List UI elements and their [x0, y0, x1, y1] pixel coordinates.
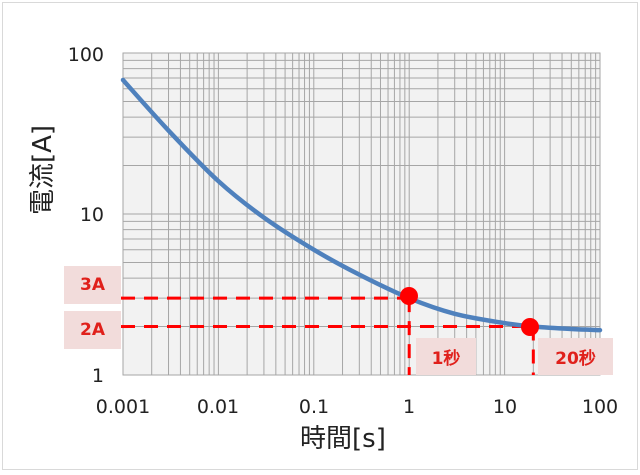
y-axis-title: 電流[A]	[28, 124, 58, 215]
annotation-2a: 2A	[64, 311, 121, 349]
x-tick-0.01: 0.01	[196, 396, 240, 418]
annotation-3a: 3A	[64, 266, 121, 304]
annotation-20s: 20秒	[538, 338, 613, 375]
x-tick-0.1: 0.1	[298, 396, 330, 418]
x-tick-0.001: 0.001	[95, 396, 151, 418]
x-axis-title: 時間[s]	[300, 424, 386, 454]
y-tick-1: 1	[91, 365, 104, 387]
grid-lines	[122, 53, 600, 376]
y-tick-10: 10	[79, 204, 104, 226]
marker-1s-3a	[400, 287, 418, 305]
x-tick-1: 1	[402, 396, 416, 418]
x-tick-10: 10	[492, 396, 518, 418]
x-tick-100: 100	[581, 396, 619, 418]
annotation-1s: 1秒	[416, 338, 476, 375]
y-tick-100: 100	[67, 44, 104, 66]
marker-20s-2a	[521, 318, 539, 336]
